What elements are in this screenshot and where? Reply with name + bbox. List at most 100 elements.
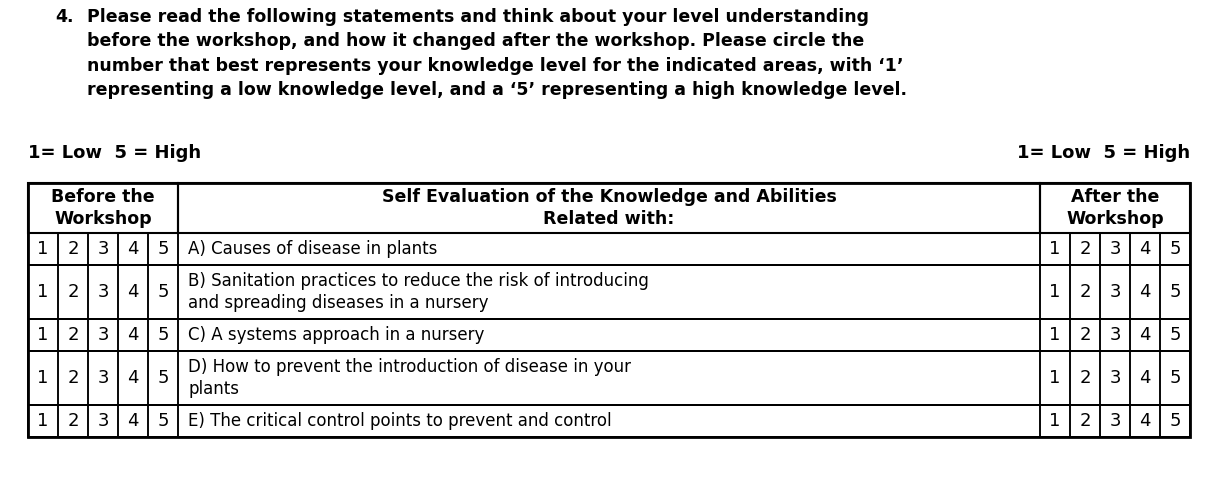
Bar <box>1130 351 1160 405</box>
Bar <box>88 319 118 351</box>
Bar <box>148 405 178 437</box>
Bar <box>1070 233 1100 265</box>
Text: 1= Low  5 = High: 1= Low 5 = High <box>28 144 201 162</box>
Text: 1: 1 <box>1050 326 1060 344</box>
Bar <box>178 183 1040 233</box>
Bar <box>28 265 1190 319</box>
Bar <box>148 319 178 351</box>
Bar <box>148 265 178 319</box>
Bar <box>178 351 1040 405</box>
Text: 3: 3 <box>97 326 109 344</box>
Bar <box>28 183 1190 437</box>
Text: 2: 2 <box>67 326 79 344</box>
Text: 4: 4 <box>1139 326 1150 344</box>
Text: 2: 2 <box>1079 369 1091 387</box>
Text: 5: 5 <box>1170 283 1180 301</box>
Text: 1: 1 <box>38 283 48 301</box>
Bar <box>1130 265 1160 319</box>
Text: Self Evaluation of the Knowledge and Abilities
Related with:: Self Evaluation of the Knowledge and Abi… <box>382 188 836 228</box>
Text: 5: 5 <box>158 369 168 387</box>
Text: 2: 2 <box>1079 283 1091 301</box>
Text: 3: 3 <box>97 240 109 258</box>
Bar <box>118 351 148 405</box>
Text: C) A systems approach in a nursery: C) A systems approach in a nursery <box>188 326 485 344</box>
Bar <box>1160 405 1190 437</box>
Text: B) Sanitation practices to reduce the risk of introducing
and spreading diseases: B) Sanitation practices to reduce the ri… <box>188 272 648 312</box>
Bar <box>1160 265 1190 319</box>
Text: Please read the following statements and think about your level understanding
be: Please read the following statements and… <box>87 8 907 99</box>
Bar <box>1160 351 1190 405</box>
Bar <box>28 233 1190 265</box>
Text: 2: 2 <box>67 240 79 258</box>
Bar <box>28 319 1190 351</box>
Bar <box>118 233 148 265</box>
Text: Before the
Workshop: Before the Workshop <box>51 188 155 228</box>
Text: 3: 3 <box>1109 283 1121 301</box>
Bar <box>178 405 1040 437</box>
Bar <box>148 351 178 405</box>
Bar <box>1040 405 1070 437</box>
Bar <box>1130 319 1160 351</box>
Text: 1: 1 <box>38 240 48 258</box>
Text: 1: 1 <box>1050 240 1060 258</box>
Text: 3: 3 <box>97 283 109 301</box>
Text: 3: 3 <box>1109 369 1121 387</box>
Bar <box>1040 183 1190 233</box>
Text: 2: 2 <box>1079 412 1091 430</box>
Bar <box>1040 233 1070 265</box>
Text: After the
Workshop: After the Workshop <box>1067 188 1164 228</box>
Bar <box>148 233 178 265</box>
Text: 1: 1 <box>38 369 48 387</box>
Bar <box>1070 319 1100 351</box>
Bar <box>88 351 118 405</box>
Text: 4: 4 <box>1139 240 1150 258</box>
Bar <box>1070 265 1100 319</box>
Bar <box>1130 405 1160 437</box>
Text: 4: 4 <box>127 412 138 430</box>
Text: 3: 3 <box>1109 412 1121 430</box>
Bar <box>28 351 58 405</box>
Text: 1: 1 <box>38 326 48 344</box>
Bar <box>28 233 58 265</box>
Bar <box>58 351 88 405</box>
Bar <box>28 351 1190 405</box>
Text: 5: 5 <box>1170 326 1180 344</box>
Bar <box>1160 233 1190 265</box>
Text: 3: 3 <box>97 412 109 430</box>
Bar <box>1070 351 1100 405</box>
Bar <box>1100 405 1130 437</box>
Bar <box>178 233 1040 265</box>
Text: 1: 1 <box>1050 412 1060 430</box>
Text: 5: 5 <box>158 326 168 344</box>
Bar <box>58 265 88 319</box>
Text: 5: 5 <box>158 283 168 301</box>
Text: 1: 1 <box>1050 283 1060 301</box>
Text: 4: 4 <box>127 240 138 258</box>
Text: 3: 3 <box>1109 240 1121 258</box>
Bar <box>88 405 118 437</box>
Text: 2: 2 <box>1079 326 1091 344</box>
Bar <box>58 233 88 265</box>
Bar <box>28 183 178 233</box>
Text: 2: 2 <box>1079 240 1091 258</box>
Bar <box>1100 233 1130 265</box>
Text: 5: 5 <box>1170 369 1180 387</box>
Text: A) Causes of disease in plants: A) Causes of disease in plants <box>188 240 438 258</box>
Text: 4: 4 <box>1139 369 1150 387</box>
Text: 3: 3 <box>1109 326 1121 344</box>
Bar <box>1130 233 1160 265</box>
Bar <box>28 405 58 437</box>
Bar <box>1100 351 1130 405</box>
Bar <box>58 319 88 351</box>
Bar <box>118 405 148 437</box>
Text: 4: 4 <box>127 283 138 301</box>
Text: 1= Low  5 = High: 1= Low 5 = High <box>1017 144 1190 162</box>
Text: 4: 4 <box>1139 283 1150 301</box>
Bar <box>178 265 1040 319</box>
Bar <box>118 319 148 351</box>
Text: 5: 5 <box>1170 412 1180 430</box>
Bar <box>88 265 118 319</box>
Text: 2: 2 <box>67 412 79 430</box>
Text: 5: 5 <box>158 240 168 258</box>
Bar <box>1040 319 1070 351</box>
